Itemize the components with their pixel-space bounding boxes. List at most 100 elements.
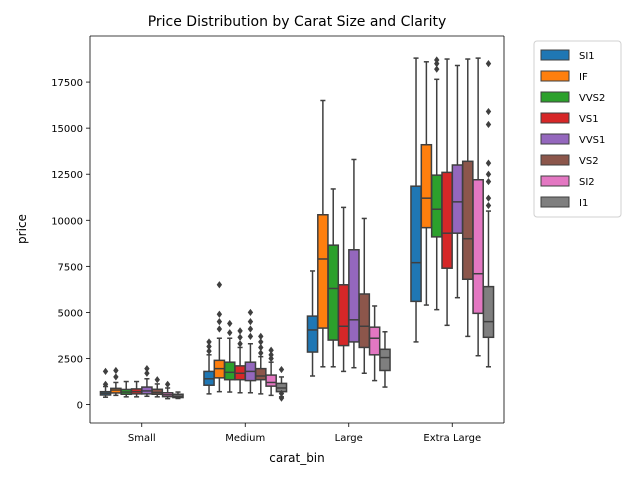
outlier-point: [434, 60, 440, 68]
box-vvs1-medium: [244, 308, 257, 394]
outlier-point: [237, 327, 243, 335]
box-iqr: [306, 315, 319, 353]
legend-item-si2: SI2: [540, 175, 595, 188]
outlier-point: [237, 333, 243, 341]
outlier-point: [102, 380, 109, 388]
box-iqr: [410, 185, 422, 303]
box-i1-extra-large: [482, 60, 495, 368]
legend-label: SI2: [579, 177, 595, 188]
outlier-point: [485, 120, 492, 129]
outlier-point: [485, 194, 492, 202]
box-vvs1-large: [348, 158, 360, 369]
legend-label: VVS1: [579, 135, 605, 146]
legend-swatch: [540, 49, 570, 61]
outlier-point: [113, 366, 119, 375]
legend-swatch: [540, 91, 570, 103]
outlier-point: [485, 170, 492, 178]
box-iqr: [420, 143, 433, 229]
outlier-point: [216, 318, 223, 326]
x-axis: Small Medium Large Extra Large: [90, 35, 504, 444]
outlier-point: [216, 325, 223, 333]
box-i1-small: [172, 391, 184, 400]
legend-swatch: [540, 133, 570, 145]
chart-title: Price Distribution by Carat Size and Cla…: [148, 14, 447, 30]
box-vs2-large: [358, 217, 371, 374]
legend-swatch: [540, 112, 570, 124]
box-si1-small: [99, 367, 112, 398]
x-tick-label: Medium: [225, 433, 265, 444]
box-si1-medium: [203, 338, 215, 395]
series-i1: [172, 60, 495, 402]
series-si1: [99, 57, 422, 398]
series-vvs2: [120, 56, 443, 398]
y-tick-label: 12500: [51, 170, 83, 181]
legend-item-vvs1: VVS1: [540, 133, 605, 146]
box-si2-medium: [265, 346, 277, 397]
legend-swatch: [540, 196, 570, 208]
box-i1-medium: [275, 365, 288, 402]
outlier-point: [227, 319, 233, 328]
box-iqr: [482, 285, 495, 339]
series-vvs1: [141, 64, 464, 398]
outlier-point: [247, 332, 254, 340]
outlier-point: [278, 394, 285, 402]
outlier-point: [247, 308, 254, 317]
legend-swatch: [540, 175, 570, 187]
outlier-point: [113, 373, 119, 381]
box-iqr: [358, 293, 371, 349]
outlier-point: [144, 365, 150, 373]
legend: SI1 IF VVS2 VS1 VVS1 VS2 SI2 I1: [533, 40, 622, 218]
box-iqr: [337, 284, 350, 347]
box-iqr: [461, 160, 474, 281]
series-si2: [161, 57, 484, 400]
box-vvs1-small: [141, 365, 153, 398]
box-if-small: [110, 366, 122, 397]
legend-swatch: [540, 154, 570, 166]
outlier-point: [164, 380, 171, 388]
legend-item-si1: SI1: [540, 49, 595, 62]
legend-item-vs2: VS2: [540, 154, 599, 167]
outlier-point: [102, 367, 109, 375]
y-tick-label: 5000: [58, 308, 83, 319]
outlier-point: [227, 329, 233, 337]
outlier-point: [434, 56, 440, 64]
outlier-point: [206, 338, 212, 346]
box-iqr: [379, 348, 391, 372]
box-si2-extra-large: [472, 57, 484, 357]
outlier-point: [154, 376, 160, 384]
x-axis-label: carat_bin: [269, 451, 325, 465]
box-iqr: [451, 164, 464, 234]
box-iqr: [368, 326, 381, 356]
outlier-point: [268, 346, 274, 354]
outlier-point: [206, 347, 212, 355]
x-tick-label: Small: [128, 433, 156, 444]
box-iqr: [254, 367, 267, 381]
legend-label: VS2: [579, 156, 599, 167]
plot-area: [99, 56, 495, 402]
outlier-point: [237, 340, 243, 348]
outlier-point: [258, 343, 264, 352]
outlier-point: [247, 318, 254, 326]
outlier-point: [485, 201, 492, 210]
box-iqr: [441, 171, 453, 269]
x-tick-label: Large: [335, 433, 363, 444]
legend-label: SI1: [579, 51, 595, 62]
y-tick-label: 10000: [51, 216, 83, 227]
box-iqr: [430, 174, 443, 238]
legend-item-i1: I1: [540, 196, 588, 209]
legend-swatch: [540, 70, 570, 82]
legend-item-if: IF: [540, 70, 588, 83]
box-vs1-medium: [234, 327, 246, 394]
box-vs1-small: [130, 380, 143, 398]
outlier-point: [144, 369, 150, 377]
outlier-point: [278, 365, 285, 374]
box-iqr: [472, 178, 484, 315]
outlier-point: [434, 65, 440, 73]
legend-item-vs1: VS1: [540, 112, 599, 125]
y-axis: 0 2500 5000 7500 10000 12500 15000 17500: [51, 36, 505, 423]
outlier-point: [278, 389, 285, 398]
outlier-point: [485, 177, 492, 186]
outlier-point: [485, 159, 492, 167]
box-vs2-small: [151, 376, 164, 398]
y-tick-label: 2500: [58, 355, 83, 366]
